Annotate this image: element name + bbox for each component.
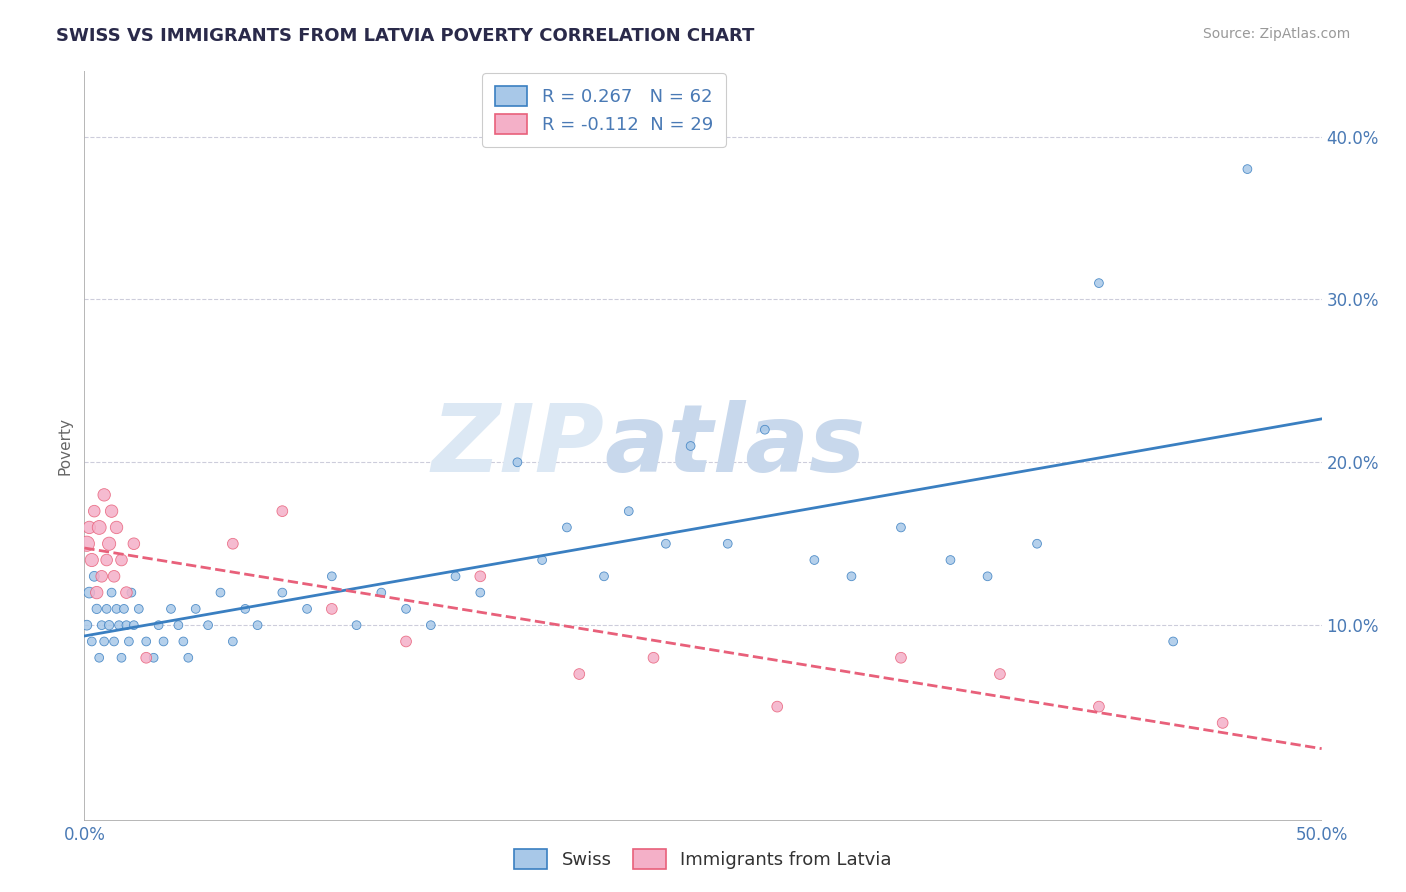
Point [1236,162,1258,177]
Point [110,553,132,567]
Y-axis label: Poverty: Poverty [58,417,73,475]
Point [100,585,122,599]
Point [346,618,368,632]
Point [1088,699,1111,714]
Point [470,569,492,583]
Point [122,537,145,551]
Point [105,602,128,616]
Point [79,520,101,534]
Point [531,553,554,567]
Point [617,504,640,518]
Point [76,537,98,551]
Point [890,650,912,665]
Point [717,537,740,551]
Point [86,602,108,616]
Point [679,439,702,453]
Text: atlas: atlas [605,400,865,492]
Point [98,618,121,632]
Point [395,602,418,616]
Point [122,618,145,632]
Point [167,618,190,632]
Point [470,585,492,599]
Point [89,650,111,665]
Point [152,634,174,648]
Point [233,602,256,616]
Point [93,488,115,502]
Point [655,537,678,551]
Point [976,569,998,583]
Point [115,618,138,632]
Point [295,602,318,616]
Point [100,504,122,518]
Point [128,602,150,616]
Point [83,569,105,583]
Point [222,634,245,648]
Point [135,634,157,648]
Point [160,602,183,616]
Point [271,585,294,599]
Point [93,634,115,648]
Point [370,585,392,599]
Point [76,618,98,632]
Point [108,618,131,632]
Point [1212,715,1234,730]
Point [105,520,128,534]
Point [86,585,108,599]
Point [222,537,245,551]
Point [766,699,789,714]
Point [593,569,616,583]
Point [96,602,118,616]
Point [197,618,219,632]
Point [1026,537,1049,551]
Point [939,553,962,567]
Text: ZIP: ZIP [432,400,605,492]
Point [184,602,207,616]
Point [142,650,165,665]
Point [172,634,194,648]
Point [90,618,112,632]
Point [754,423,776,437]
Point [83,504,105,518]
Point [890,520,912,534]
Point [89,520,111,534]
Point [110,650,132,665]
Point [96,553,118,567]
Point [643,650,665,665]
Point [103,634,125,648]
Point [988,667,1011,681]
Point [246,618,269,632]
Point [419,618,441,632]
Text: Source: ZipAtlas.com: Source: ZipAtlas.com [1202,27,1350,41]
Point [120,585,142,599]
Point [1161,634,1184,648]
Point [1088,276,1111,290]
Text: SWISS VS IMMIGRANTS FROM LATVIA POVERTY CORRELATION CHART: SWISS VS IMMIGRANTS FROM LATVIA POVERTY … [56,27,755,45]
Point [115,585,138,599]
Point [103,569,125,583]
Point [80,634,103,648]
Point [841,569,863,583]
Point [555,520,578,534]
Legend: R = 0.267   N = 62, R = -0.112  N = 29: R = 0.267 N = 62, R = -0.112 N = 29 [482,73,725,147]
Point [112,602,135,616]
Point [271,504,294,518]
Point [148,618,170,632]
Point [568,667,591,681]
Point [395,634,418,648]
Point [98,537,121,551]
Point [506,455,529,469]
Point [80,553,103,567]
Point [90,569,112,583]
Point [321,602,343,616]
Legend: Swiss, Immigrants from Latvia: Swiss, Immigrants from Latvia [505,839,901,879]
Point [444,569,467,583]
Point [321,569,343,583]
Point [209,585,232,599]
Point [79,585,101,599]
Point [803,553,825,567]
Point [118,634,141,648]
Point [135,650,157,665]
Point [177,650,200,665]
